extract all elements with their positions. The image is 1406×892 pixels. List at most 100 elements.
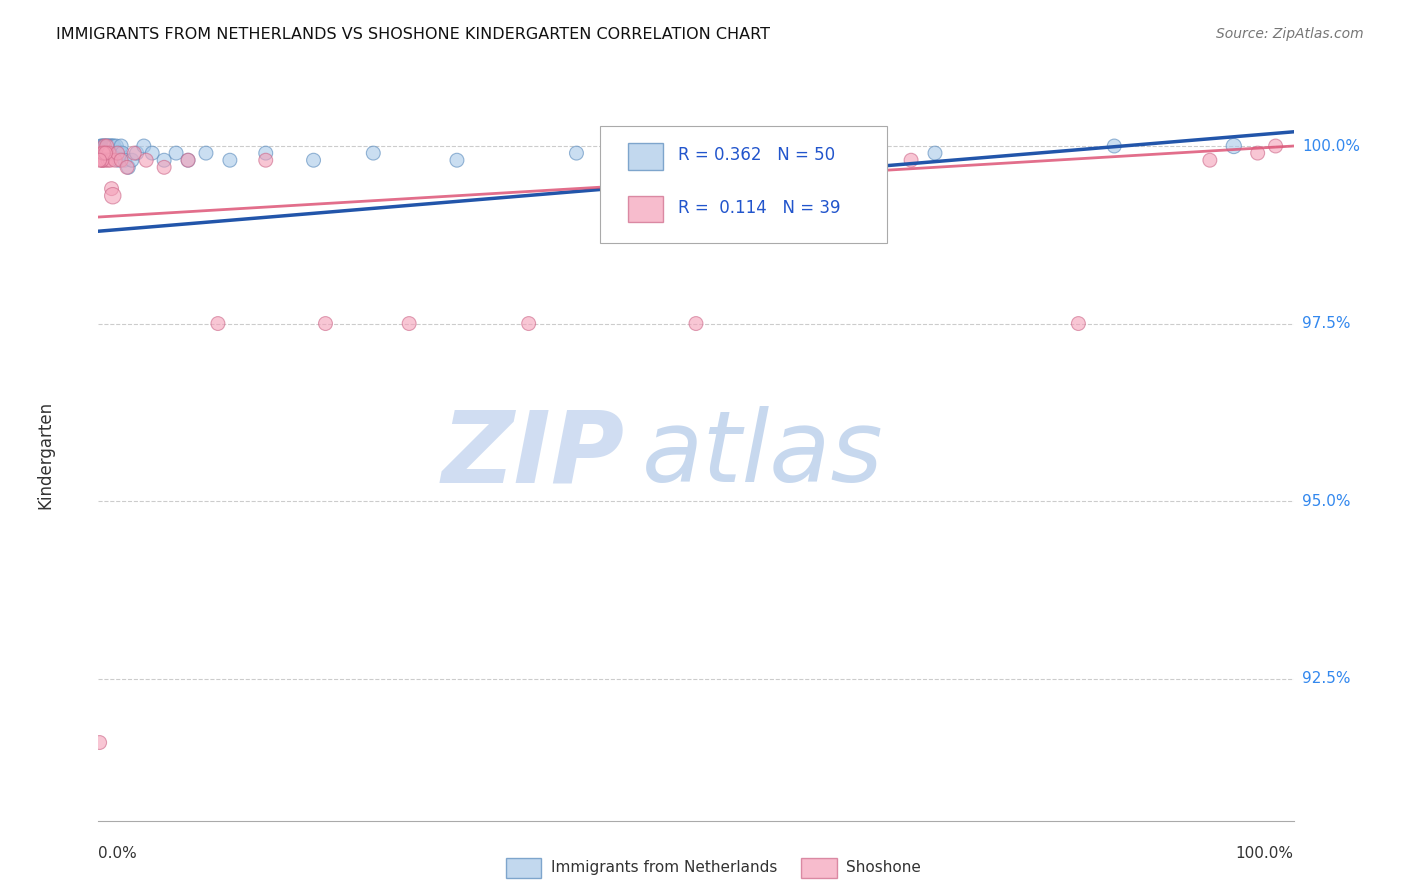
Point	[165, 146, 187, 161]
Point	[1067, 317, 1090, 331]
Point	[565, 146, 588, 161]
Point	[141, 146, 163, 161]
Point	[125, 146, 148, 161]
Point	[135, 153, 157, 168]
Point	[93, 146, 115, 161]
Point	[94, 153, 117, 168]
Point	[219, 153, 242, 168]
Point	[100, 181, 122, 195]
Point	[91, 146, 114, 161]
Point	[93, 139, 115, 153]
Point	[100, 139, 122, 153]
Point	[97, 146, 120, 161]
Point	[91, 146, 114, 161]
Point	[446, 153, 468, 168]
Point	[101, 188, 124, 202]
Point	[254, 146, 277, 161]
Point	[103, 139, 125, 153]
Point	[91, 153, 114, 168]
FancyBboxPatch shape	[600, 126, 887, 243]
Point	[96, 146, 118, 161]
Point	[153, 153, 176, 168]
Point	[104, 153, 127, 168]
Point	[96, 139, 118, 153]
Point	[103, 146, 125, 161]
Point	[91, 146, 114, 161]
Point	[107, 146, 129, 161]
Point	[94, 139, 117, 153]
Point	[107, 153, 129, 168]
Point	[93, 146, 115, 161]
Point	[101, 146, 124, 161]
Point	[91, 139, 114, 153]
Text: Source: ZipAtlas.com: Source: ZipAtlas.com	[1216, 27, 1364, 41]
FancyBboxPatch shape	[628, 143, 662, 169]
Point	[924, 146, 946, 161]
Point	[89, 735, 111, 749]
Point	[363, 146, 385, 161]
Point	[1246, 146, 1268, 161]
Point	[302, 153, 325, 168]
Text: Kindergarten: Kindergarten	[37, 401, 55, 509]
Point	[105, 139, 128, 153]
Point	[153, 161, 176, 175]
Text: ZIP: ZIP	[441, 407, 624, 503]
Point	[90, 139, 112, 153]
Point	[89, 153, 111, 168]
Point	[91, 153, 114, 168]
Point	[100, 146, 122, 161]
FancyBboxPatch shape	[628, 195, 662, 222]
Point	[94, 146, 117, 161]
Text: atlas: atlas	[643, 407, 884, 503]
Point	[115, 161, 138, 175]
Bar	[506, 858, 541, 878]
Point	[91, 146, 114, 161]
Point	[96, 146, 118, 161]
Point	[91, 153, 114, 168]
Point	[90, 146, 112, 161]
Text: R = 0.362   N = 50: R = 0.362 N = 50	[678, 146, 835, 164]
Point	[124, 146, 146, 161]
Text: 92.5%: 92.5%	[1302, 671, 1350, 686]
Point	[207, 317, 229, 331]
Point	[685, 317, 707, 331]
Point	[315, 317, 337, 331]
Point	[1102, 139, 1125, 153]
Point	[98, 146, 121, 161]
Point	[91, 139, 114, 153]
Point	[1222, 139, 1246, 153]
Point	[517, 317, 540, 331]
Point	[745, 139, 768, 153]
Text: R =  0.114   N = 39: R = 0.114 N = 39	[678, 199, 841, 217]
Point	[108, 146, 131, 161]
Text: 97.5%: 97.5%	[1302, 316, 1350, 331]
Point	[97, 153, 120, 168]
Point	[398, 317, 420, 331]
Point	[110, 153, 132, 168]
Point	[1198, 153, 1220, 168]
Point	[96, 139, 118, 153]
Point	[254, 153, 277, 168]
Point	[111, 146, 134, 161]
Point	[104, 146, 127, 161]
Bar	[801, 858, 837, 878]
Point	[1264, 139, 1286, 153]
Point	[98, 139, 122, 153]
Point	[98, 146, 121, 161]
Point	[177, 153, 200, 168]
Point	[117, 161, 139, 175]
Point	[101, 139, 124, 153]
Point	[98, 146, 122, 161]
Text: 0.0%: 0.0%	[98, 846, 138, 861]
Point	[93, 139, 115, 153]
Text: Immigrants from Netherlands: Immigrants from Netherlands	[551, 861, 778, 875]
Text: IMMIGRANTS FROM NETHERLANDS VS SHOSHONE KINDERGARTEN CORRELATION CHART: IMMIGRANTS FROM NETHERLANDS VS SHOSHONE …	[56, 27, 770, 42]
Text: 100.0%: 100.0%	[1236, 846, 1294, 861]
Point	[110, 139, 132, 153]
Point	[114, 153, 136, 168]
Point	[194, 146, 217, 161]
Point	[91, 146, 114, 161]
Point	[107, 146, 129, 161]
Point	[94, 146, 117, 161]
Text: Shoshone: Shoshone	[846, 861, 921, 875]
